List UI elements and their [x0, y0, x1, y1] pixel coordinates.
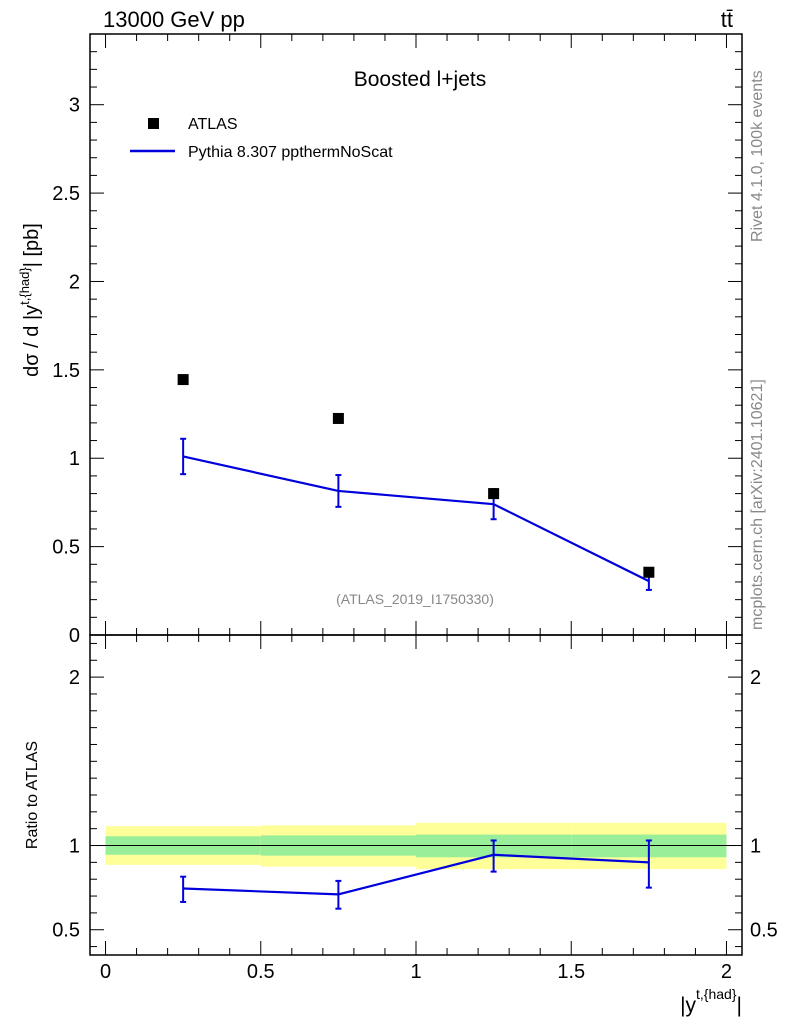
ratio-xtick-labels: 0 0.5 1 1.5 2 [100, 961, 732, 983]
legend-atlas-marker [148, 118, 159, 129]
ratio-xtick-label: 1 [410, 961, 421, 983]
ratio-ytick-label-right: 2 [750, 667, 761, 689]
ratio-ylabel: Ratio to ATLAS [24, 741, 41, 849]
main-title: Boosted l+jets [354, 68, 487, 91]
ratio-xtick-label: 0.5 [247, 961, 275, 983]
ratio-frame [89, 634, 743, 956]
main-ytick-label: 2 [69, 271, 80, 293]
rivet-label: Rivet 4.1.0, 100k events [749, 70, 766, 242]
mcplots-label: mcplots.cern.ch [arXiv:2401.10621] [749, 379, 766, 630]
main-ylabel: dσ / d |yt,{had}| [pb] [17, 223, 43, 377]
ratio-xtick-label: 0 [100, 961, 111, 983]
analysis-label: (ATLAS_2019_I1750330) [336, 591, 494, 607]
main-data-point [643, 566, 655, 578]
ratio-ticks [90, 635, 742, 955]
main-data-series [177, 374, 655, 578]
main-ticks [90, 33, 742, 636]
main-ytick-label: 0.5 [52, 537, 80, 559]
process-label: tt̄ [721, 7, 733, 32]
main-data-point [488, 488, 500, 500]
legend-mc-label: Pythia 8.307 ppthermNoScat [188, 144, 393, 161]
ratio-mc-series [180, 839, 652, 910]
ratio-xtick-label: 1.5 [557, 961, 585, 983]
svg-text:|yt,{had}|: |yt,{had}| [680, 986, 742, 1017]
ratio-ytick-label-left: 1 [69, 836, 80, 858]
ratio-ytick-label-right: 1 [750, 836, 761, 858]
legend-atlas-label: ATLAS [188, 116, 238, 133]
xlabel: |yt,{had}| [680, 986, 742, 1017]
main-ytick-label: 1 [69, 448, 80, 470]
main-ytick-label: 1.5 [52, 360, 80, 382]
main-mc-series [180, 437, 652, 591]
ratio-xtick-label: 2 [721, 961, 732, 983]
main-mc-line [182, 455, 650, 583]
ratio-ytick-labels: 0.5 0.5 1 1 2 2 [52, 667, 778, 942]
main-panel: 0 0.5 1 1.5 2 2.5 3 Boosted l+jets (ATLAS_2019… [17, 33, 743, 647]
ratio-ytick-label-left: 2 [69, 667, 80, 689]
svg-text:dσ / d |yt,{had}| [pb]: dσ / d |yt,{had}| [pb] [17, 223, 43, 377]
ratio-panel: 0.5 0.5 1 1 2 2 0 0.5 1 1.5 2 Ratio to ATLAS |yt,… [24, 634, 778, 1017]
main-ytick-label: 3 [69, 95, 80, 117]
ratio-mc-line [183, 853, 649, 896]
main-data-point [177, 374, 189, 386]
main-ytick-label: 2.5 [52, 183, 80, 205]
energy-label: 13000 GeV pp [103, 7, 245, 32]
main-data-point [332, 412, 344, 424]
main-ytick-label: 0 [69, 625, 80, 647]
ratio-ytick-label-left: 0.5 [52, 920, 80, 942]
ratio-ytick-label-right: 0.5 [750, 920, 778, 942]
main-ytick-labels: 0 0.5 1 1.5 2 2.5 3 [52, 95, 80, 647]
